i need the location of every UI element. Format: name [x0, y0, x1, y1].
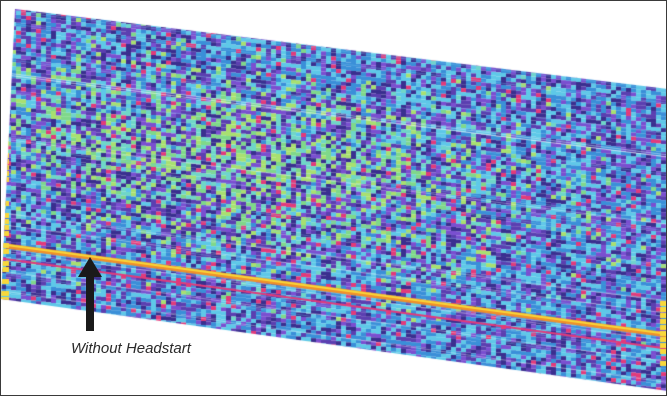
annotation-label: Without Headstart — [71, 340, 191, 357]
